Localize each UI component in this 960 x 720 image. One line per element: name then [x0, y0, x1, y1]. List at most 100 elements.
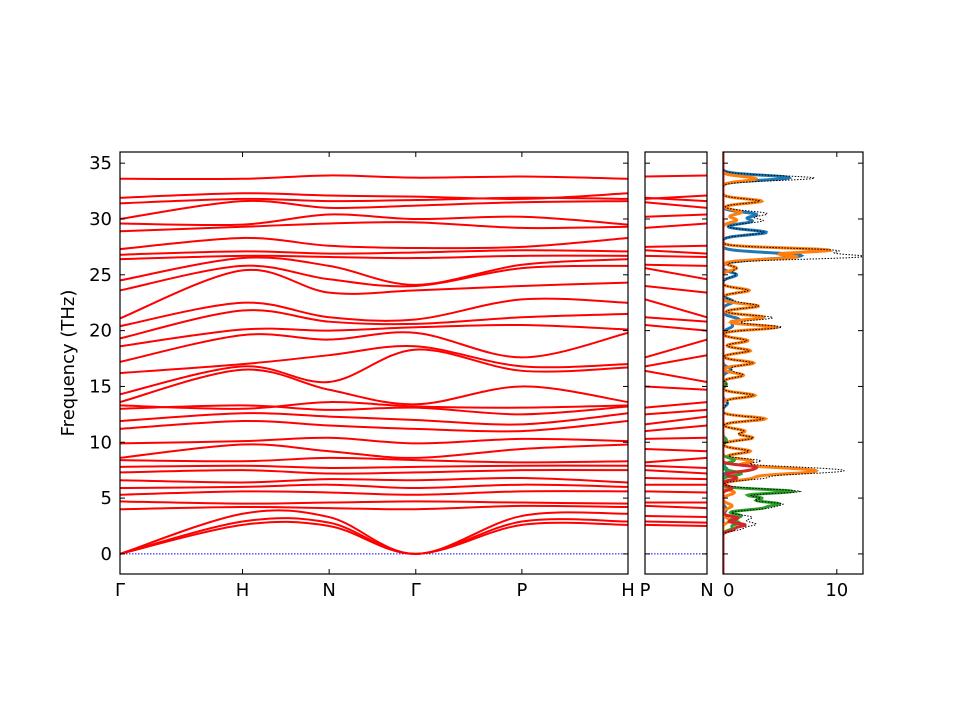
band-line-30	[645, 244, 707, 248]
x-tick-label: H	[621, 580, 635, 601]
band-line-2	[645, 520, 707, 524]
x-tick-label: Γ	[411, 580, 421, 601]
band-panel-main-frame	[119, 151, 629, 575]
band-line-22	[645, 324, 707, 332]
band-panel-pn-frame	[644, 151, 708, 575]
band-line-30	[120, 236, 628, 251]
x-tick-label: P	[640, 580, 651, 601]
band-line-24	[120, 297, 628, 328]
band-line-13	[120, 436, 628, 445]
band-line-3	[120, 509, 628, 555]
x-tick-label: N	[322, 580, 335, 601]
band-line-4	[120, 504, 628, 511]
band-line-23	[645, 316, 707, 323]
band-line-22	[120, 323, 628, 348]
band-line-8	[120, 476, 628, 484]
band-line-28	[120, 254, 628, 261]
band-line-19	[645, 369, 707, 383]
band-line-17	[645, 401, 707, 409]
dos-panel-frame	[722, 151, 864, 575]
band-line-8	[645, 476, 707, 481]
band-panel-main-ticks: 0 5 10 15 20 25 30 35 Γ H N Γ P H	[89, 152, 635, 601]
y-tick-label: 10	[89, 432, 112, 453]
x-tick-label: 10	[825, 580, 848, 601]
band-line-6	[645, 490, 707, 494]
band-line-18	[120, 368, 628, 406]
band-line-20	[120, 344, 628, 375]
band-line-13	[645, 436, 707, 440]
y-tick-label: 5	[101, 488, 112, 509]
total-dos-curve	[723, 152, 863, 574]
y-tick-label: 35	[89, 153, 112, 174]
y-tick-label: 20	[89, 321, 112, 342]
band-line-10	[645, 464, 707, 469]
band-line-1	[120, 520, 628, 555]
y-tick-label: 0	[101, 544, 112, 565]
band-line-35	[120, 192, 628, 200]
band-line-15	[645, 415, 707, 426]
dos-curves	[723, 152, 863, 574]
pdos-curve-3	[723, 152, 799, 574]
band-line-12	[645, 447, 707, 453]
band-line-9	[120, 469, 628, 475]
band-line-6	[120, 490, 628, 496]
band-line-31	[120, 221, 628, 233]
x-tick-label: 0	[723, 580, 734, 601]
band-line-9	[645, 469, 707, 475]
x-tick-label: Γ	[115, 580, 125, 601]
band-line-12	[120, 443, 628, 459]
band-line-19	[120, 348, 628, 396]
band-line-33	[645, 201, 707, 209]
band-lines-main	[120, 174, 628, 555]
band-line-1	[645, 523, 707, 527]
band-line-17	[120, 401, 628, 410]
band-line-20	[645, 354, 707, 368]
y-tick-label: 25	[89, 265, 112, 286]
band-line-33	[120, 199, 628, 220]
band-line-29	[120, 249, 628, 256]
band-line-16	[645, 408, 707, 416]
band-line-25	[645, 284, 707, 294]
band-line-23	[120, 309, 628, 340]
band-line-25	[120, 268, 628, 320]
x-tick-label: H	[236, 580, 250, 601]
band-line-2	[120, 517, 628, 555]
band-line-32	[645, 213, 707, 218]
band-line-21	[645, 338, 707, 359]
band-line-15	[120, 412, 628, 426]
pdos-curve-2	[723, 152, 834, 574]
band-line-27	[645, 263, 707, 267]
band-line-16	[120, 404, 628, 416]
band-line-24	[645, 298, 707, 319]
dos-panel: 0 10	[722, 151, 864, 601]
band-line-21	[120, 331, 628, 363]
y-tick-label: 30	[89, 209, 112, 230]
band-line-28	[645, 254, 707, 258]
band-line-4	[645, 504, 707, 510]
band-panel-main: 0 5 10 15 20 25 30 35 Γ H N Γ P H Frequency (THz)	[58, 151, 635, 601]
band-line-14	[645, 424, 707, 433]
band-line-29	[645, 249, 707, 255]
y-tick-label: 15	[89, 376, 112, 397]
band-line-35	[645, 194, 707, 200]
band-line-26	[645, 267, 707, 281]
dos-panel-ticks: 0 10	[722, 152, 863, 601]
band-line-32	[120, 213, 628, 227]
band-line-31	[645, 222, 707, 229]
band-line-26	[120, 264, 628, 292]
band-line-11	[645, 456, 707, 464]
band-line-27	[120, 256, 628, 286]
x-tick-label: P	[516, 580, 527, 601]
band-line-36	[120, 174, 628, 181]
band-line-3	[645, 514, 707, 519]
band-line-18	[645, 385, 707, 391]
y-axis-label: Frequency (THz)	[58, 290, 79, 437]
band-line-10	[120, 464, 628, 469]
band-lines-pn	[645, 174, 707, 555]
band-line-11	[120, 456, 628, 464]
band-line-5	[120, 500, 628, 505]
x-tick-label: N	[700, 580, 713, 601]
